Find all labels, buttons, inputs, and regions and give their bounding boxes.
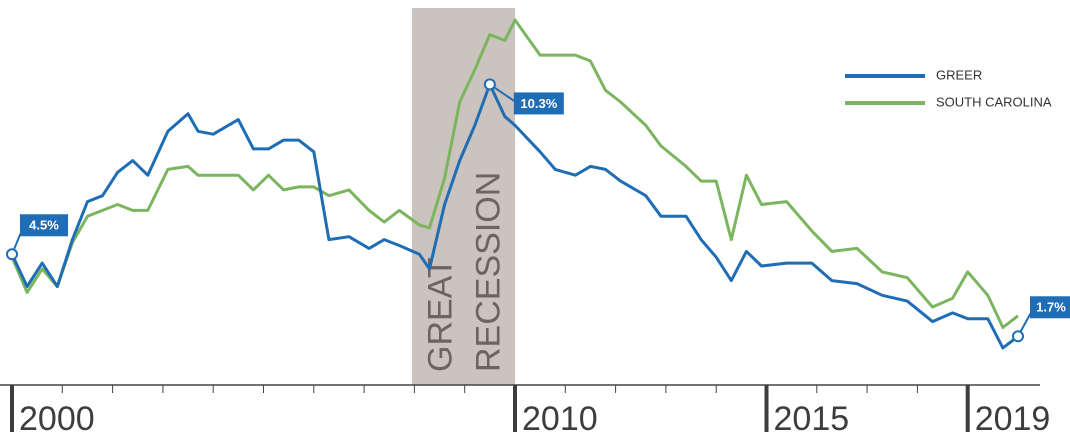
legend-label: SOUTH CAROLINA bbox=[936, 94, 1052, 109]
x-tick-label: 2015 bbox=[774, 400, 850, 436]
annotation-box bbox=[20, 214, 68, 237]
series-line bbox=[10, 18, 1019, 329]
annotation-point bbox=[6, 248, 18, 261]
x-tick-label: 2019 bbox=[975, 400, 1051, 436]
annotation-label: 1.7% bbox=[1036, 300, 1066, 315]
legend-label: GREER bbox=[936, 67, 982, 82]
recession-label: RECESSION bbox=[469, 172, 507, 372]
recession-band bbox=[411, 8, 515, 385]
x-tick-label: 2010 bbox=[522, 400, 598, 436]
x-tick-label: 2000 bbox=[19, 400, 95, 436]
annotation-point bbox=[1012, 330, 1024, 343]
annotation-label: 10.3% bbox=[520, 96, 557, 111]
annotation-point bbox=[483, 78, 496, 91]
recession-label: GREAT bbox=[421, 257, 459, 372]
annotation-box bbox=[1030, 296, 1070, 319]
annotation-box bbox=[513, 92, 564, 115]
annotation-label: 4.5% bbox=[29, 218, 59, 233]
series-line bbox=[10, 82, 1019, 350]
